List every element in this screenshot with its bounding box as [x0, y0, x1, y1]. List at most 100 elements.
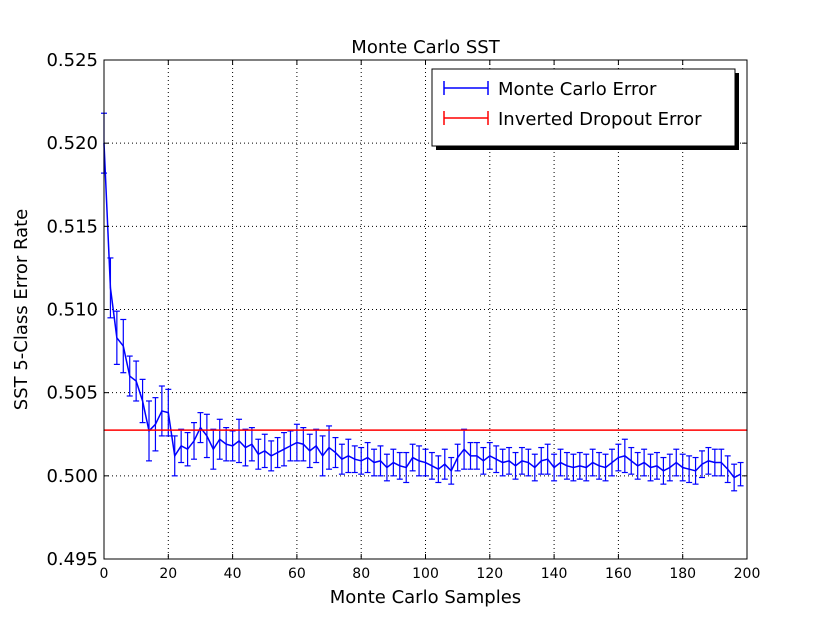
data-point [714, 461, 716, 464]
legend-label: Inverted Dropout Error [498, 109, 702, 130]
data-point [302, 443, 304, 445]
data-point [225, 443, 227, 445]
data-point [161, 410, 163, 412]
data-point [611, 461, 613, 464]
x-tick-label: 180 [669, 566, 696, 582]
data-point [135, 380, 137, 382]
legend-entry: Inverted Dropout Error [443, 109, 702, 130]
data-point [637, 465, 639, 467]
data-point [399, 465, 401, 467]
data-point [212, 448, 214, 450]
data-point [579, 465, 581, 467]
data-point [257, 453, 259, 455]
data-point [662, 470, 665, 472]
data-point [521, 460, 523, 462]
data-point [116, 337, 118, 339]
legend: Monte Carlo Error Inverted Dropout Error [431, 68, 739, 150]
x-tick-label: 160 [605, 566, 632, 582]
series-inverted-dropout-error [103, 429, 748, 431]
data-point [277, 451, 279, 454]
data-point [463, 448, 465, 450]
data-point [707, 460, 710, 462]
x-tick-label: 120 [476, 566, 503, 582]
y-tick-label: 0.525 [46, 50, 98, 71]
data-point [392, 461, 394, 464]
data-point [437, 468, 439, 470]
data-point [482, 460, 484, 462]
data-point [682, 466, 684, 469]
data-point [219, 438, 221, 440]
data-point [379, 460, 382, 462]
data-point [643, 461, 645, 464]
data-point [457, 456, 459, 459]
data-point [566, 465, 568, 467]
data-point [502, 461, 504, 464]
data-point [354, 458, 356, 460]
data-point [727, 468, 729, 470]
data-point [495, 458, 497, 460]
data-point [174, 455, 176, 457]
chart-title: Monte Carlo SST [351, 37, 500, 58]
x-tick-label: 140 [541, 566, 568, 582]
data-point [309, 450, 311, 452]
data-point [347, 455, 349, 457]
data-point [604, 466, 607, 469]
data-point [109, 287, 112, 289]
data-point [167, 412, 169, 414]
data-point [514, 465, 517, 467]
data-point [251, 443, 253, 445]
data-point [431, 465, 433, 467]
data-point [547, 458, 549, 460]
data-point [540, 460, 542, 462]
data-point [206, 435, 208, 437]
data-point [624, 455, 626, 457]
data-point [328, 446, 330, 449]
data-point [412, 456, 414, 459]
data-point [193, 440, 195, 442]
data-point [598, 465, 600, 467]
data-point [469, 455, 472, 457]
data-point [270, 455, 272, 457]
data-point [559, 461, 562, 464]
data-point [341, 458, 343, 460]
data-point [129, 375, 131, 377]
x-tick-label: 100 [412, 566, 439, 582]
data-point [232, 445, 234, 447]
data-point [592, 461, 594, 464]
data-point [450, 470, 452, 472]
data-point [733, 476, 735, 479]
data-point [418, 460, 420, 462]
series-layer [101, 112, 748, 492]
data-point [296, 441, 298, 444]
data-point [701, 463, 703, 465]
data-point [334, 451, 337, 454]
data-point [649, 466, 652, 469]
data-point [373, 461, 375, 464]
data-point [199, 426, 202, 429]
data-point [186, 448, 189, 450]
data-point [180, 445, 182, 447]
data-point [508, 460, 510, 462]
legend-entry: Monte Carlo Error [443, 79, 657, 100]
x-tick-label: 60 [288, 566, 306, 582]
data-point [688, 468, 690, 470]
data-point [630, 460, 632, 462]
data-point [122, 345, 124, 347]
data-point [289, 445, 292, 447]
data-point [553, 466, 555, 469]
data-point [534, 466, 536, 469]
series-line [103, 143, 741, 479]
series-monte-carlo-error [101, 112, 744, 492]
data-point [739, 473, 742, 475]
data-point [315, 445, 317, 447]
data-point [283, 448, 285, 450]
data-point [720, 461, 722, 464]
y-tick-label: 0.510 [46, 300, 98, 321]
data-point [656, 465, 658, 467]
x-tick-label: 40 [224, 566, 242, 582]
legend-label: Monte Carlo Error [498, 79, 657, 100]
y-tick-label: 0.520 [46, 133, 98, 154]
data-point [476, 455, 478, 457]
data-point [322, 455, 324, 457]
